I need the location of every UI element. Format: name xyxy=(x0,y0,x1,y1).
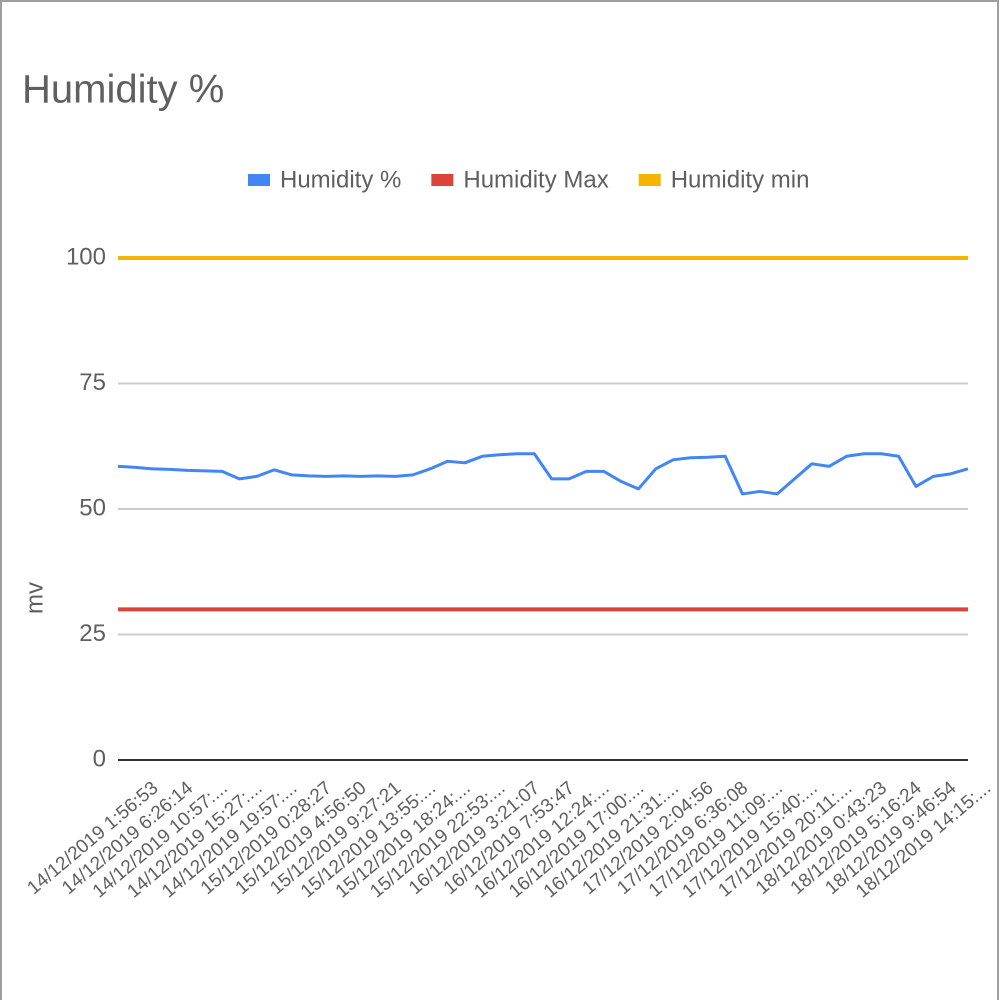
chart-title: Humidity % xyxy=(22,68,224,112)
y-axis-label: mv xyxy=(21,582,48,614)
y-tick-label: 0 xyxy=(93,745,106,772)
y-tick-label: 100 xyxy=(66,243,106,270)
series-line xyxy=(117,452,969,496)
y-tick-label: 50 xyxy=(79,494,106,521)
legend-swatch xyxy=(431,174,454,186)
y-tick-label: 25 xyxy=(79,620,106,647)
legend-label: Humidity Max xyxy=(463,166,608,193)
legend-swatch xyxy=(638,174,661,186)
legend-label: Humidity min xyxy=(671,166,810,193)
legend-swatch xyxy=(248,174,270,186)
y-tick-label: 75 xyxy=(79,369,106,396)
legend-label: Humidity % xyxy=(280,166,401,193)
